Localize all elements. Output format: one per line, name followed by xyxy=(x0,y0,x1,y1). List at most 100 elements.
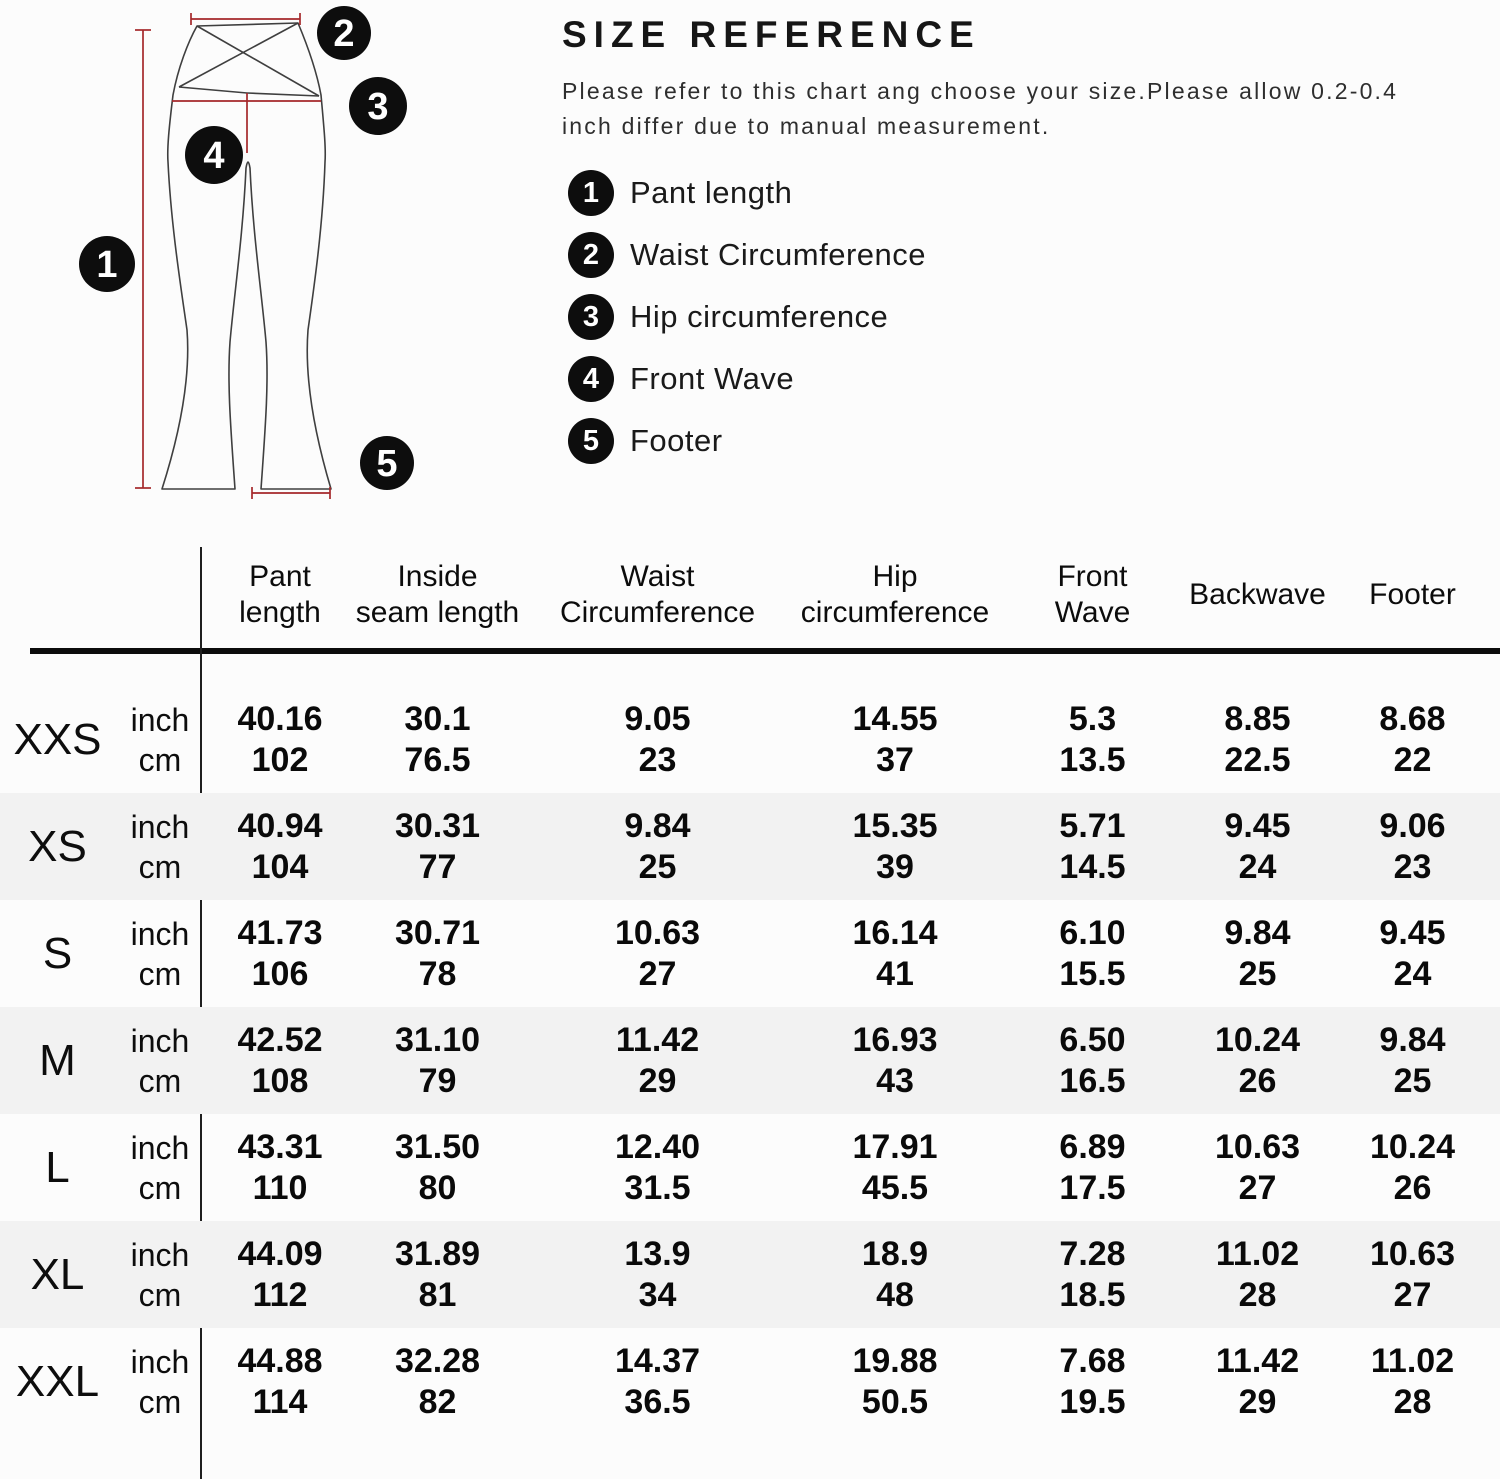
value-cm: 27 xyxy=(638,954,677,993)
value-cm: 41 xyxy=(876,954,914,993)
measurement-legend: 1 Pant length 2 Waist Circumference 3 Hi… xyxy=(568,170,926,480)
column-header-pant-length: Pant length xyxy=(239,560,321,629)
value-inch: 13.9 xyxy=(624,1234,691,1273)
size-label: XL xyxy=(30,1249,85,1299)
cell-footer: 9.45 24 xyxy=(1325,913,1500,995)
value-cm: 114 xyxy=(252,1382,308,1421)
cell-backwave: 10.63 27 xyxy=(1190,1127,1325,1209)
svg-text:1: 1 xyxy=(96,244,117,286)
subtitle-line-1: Please refer to this chart ang choose yo… xyxy=(562,78,1399,104)
value-inch: 42.52 xyxy=(237,1020,323,1059)
value-inch: 15.35 xyxy=(852,806,938,845)
number-badge-5: 5 xyxy=(568,418,614,464)
value-cm: 76.5 xyxy=(404,740,471,779)
value-inch: 9.05 xyxy=(624,699,691,738)
size-label: S xyxy=(42,928,73,978)
value-inch: 10.63 xyxy=(1369,1234,1456,1273)
cell-pant-length: 43.31 110 xyxy=(205,1127,355,1209)
legend-item-label: Footer xyxy=(630,423,723,458)
value-cm: 25 xyxy=(1238,954,1277,993)
unit-cm-label: cm xyxy=(138,1276,182,1313)
unit-cm-label: cm xyxy=(138,1383,182,1420)
value-inch: 9.45 xyxy=(1379,913,1446,952)
value-cm: 13.5 xyxy=(1059,740,1126,779)
value-cm: 22.5 xyxy=(1224,740,1291,779)
measurement-callout-1: 1 xyxy=(79,236,135,292)
value-cm: 78 xyxy=(418,954,457,993)
cell-pant-length: 41.73 106 xyxy=(205,913,355,995)
value-cm: 19.5 xyxy=(1059,1382,1126,1421)
value-inch: 40.16 xyxy=(237,699,323,738)
value-cm: 16.5 xyxy=(1059,1061,1126,1100)
value-cm: 80 xyxy=(418,1168,457,1207)
cell-hip-circumference: 16.93 43 xyxy=(795,1020,995,1102)
measurement-callout-5: 5 xyxy=(360,436,414,490)
cell-hip-circumference: 19.88 50.5 xyxy=(795,1341,995,1423)
value-inch: 30.31 xyxy=(394,806,481,845)
value-cm: 23 xyxy=(1393,847,1432,886)
cell-waist-circumference: 9.84 25 xyxy=(520,806,795,888)
column-header-footer: Footer xyxy=(1369,578,1456,611)
waistband-v-line xyxy=(178,86,248,94)
value-cm: 31.5 xyxy=(624,1168,691,1207)
value-inch: 11.42 xyxy=(1215,1341,1300,1380)
measurement-callout-4: 4 xyxy=(185,126,243,184)
cell-footer: 11.02 28 xyxy=(1325,1341,1500,1423)
value-inch: 9.84 xyxy=(624,806,691,845)
size-label: M xyxy=(39,1035,76,1085)
cell-waist-circumference: 12.40 31.5 xyxy=(520,1127,795,1209)
table-row: XL inch cm 44.09 112 31.89 81 13.9 34 18… xyxy=(0,1221,1500,1328)
table-row: S inch cm 41.73 106 30.71 78 10.63 27 16… xyxy=(0,900,1500,1007)
value-inch: 30.71 xyxy=(394,913,481,952)
unit-inch-label: inch xyxy=(130,1022,190,1059)
unit-inch-label: inch xyxy=(130,1343,190,1380)
value-inch: 9.06 xyxy=(1379,806,1446,845)
value-cm: 106 xyxy=(251,954,309,993)
value-inch: 10.24 xyxy=(1214,1020,1301,1059)
legend-item-label: Waist Circumference xyxy=(630,237,927,272)
value-inch: 5.3 xyxy=(1068,699,1117,738)
value-cm: 23 xyxy=(638,740,677,779)
value-inch: 6.10 xyxy=(1059,913,1126,952)
cell-inside-seam-length: 32.28 82 xyxy=(355,1341,520,1423)
table-row: L inch cm 43.31 110 31.50 80 12.40 31.5 … xyxy=(0,1114,1500,1221)
cell-footer: 8.68 22 xyxy=(1325,699,1500,781)
value-inch: 44.88 xyxy=(237,1341,323,1380)
cell-footer: 9.06 23 xyxy=(1325,806,1500,888)
legend-item-footer: 5 Footer xyxy=(568,418,926,464)
number-badge-3: 3 xyxy=(568,294,614,340)
cell-inside-seam-length: 31.89 81 xyxy=(355,1234,520,1316)
cell-front-wave: 5.3 13.5 xyxy=(995,699,1190,781)
value-inch: 10.24 xyxy=(1369,1127,1456,1166)
value-cm: 22 xyxy=(1393,740,1432,779)
cell-backwave: 11.42 29 xyxy=(1190,1341,1325,1423)
value-cm: 104 xyxy=(251,847,309,886)
number-badge-2: 2 xyxy=(568,232,614,278)
value-inch: 32.28 xyxy=(394,1341,481,1380)
value-cm: 28 xyxy=(1393,1382,1432,1421)
cell-waist-circumference: 11.42 29 xyxy=(520,1020,795,1102)
value-cm: 17.5 xyxy=(1059,1168,1126,1207)
value-cm: 112 xyxy=(252,1275,308,1314)
cell-footer: 9.84 25 xyxy=(1325,1020,1500,1102)
table-row: XXL inch cm 44.88 114 32.28 82 14.37 36.… xyxy=(0,1328,1500,1435)
value-inch: 31.89 xyxy=(394,1234,481,1273)
cell-footer: 10.24 26 xyxy=(1325,1127,1500,1209)
value-cm: 39 xyxy=(876,847,914,886)
cell-hip-circumference: 17.91 45.5 xyxy=(795,1127,995,1209)
value-cm: 102 xyxy=(251,740,309,779)
unit-inch-label: inch xyxy=(130,1129,190,1166)
unit-cm-label: cm xyxy=(138,1169,182,1206)
value-inch: 11.02 xyxy=(1370,1341,1455,1380)
value-inch: 9.84 xyxy=(1224,913,1291,952)
unit-inch-label: inch xyxy=(130,1236,190,1273)
cell-front-wave: 6.10 15.5 xyxy=(995,913,1190,995)
table-header: Pant length Inside seam length Waist Cir… xyxy=(0,545,1500,645)
size-label: L xyxy=(45,1142,70,1192)
value-inch: 40.94 xyxy=(237,806,323,845)
unit-cm-label: cm xyxy=(138,955,182,992)
waistband-cross-line xyxy=(178,22,299,88)
unit-inch-label: inch xyxy=(130,701,190,738)
cell-front-wave: 7.28 18.5 xyxy=(995,1234,1190,1316)
size-label: XXS xyxy=(13,714,102,764)
